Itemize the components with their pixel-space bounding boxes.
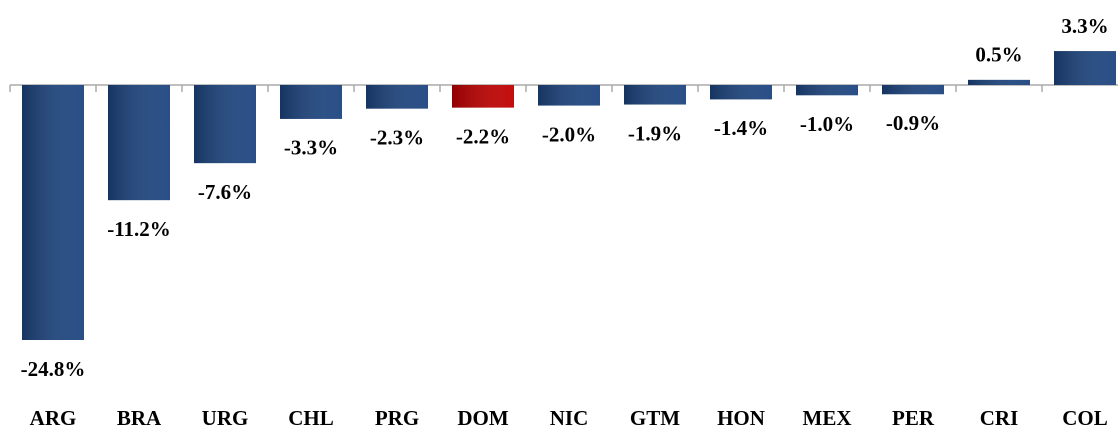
x-tick-label: URG	[202, 406, 249, 430]
bar-shade	[624, 85, 686, 105]
x-tick-label: NIC	[550, 406, 589, 430]
value-label: -2.2%	[456, 124, 510, 148]
value-label: -11.2%	[107, 217, 171, 241]
value-label: -1.0%	[800, 112, 854, 136]
bar-shade	[796, 85, 858, 96]
value-label: -3.3%	[284, 136, 338, 160]
bar-shade	[538, 85, 600, 106]
x-tick-label: BRA	[117, 406, 162, 430]
bar-shade	[108, 85, 170, 201]
bar-shade	[452, 85, 514, 108]
x-tick-label: MEX	[803, 406, 852, 430]
value-label: -0.9%	[886, 111, 940, 135]
x-tick-label: PRG	[375, 406, 419, 430]
bar-shade	[366, 85, 428, 109]
value-label: 0.5%	[975, 43, 1022, 67]
x-tick-label: CRI	[980, 406, 1019, 430]
x-tick-label: PER	[892, 406, 935, 430]
bar-shade	[280, 85, 342, 119]
bar-shade	[882, 85, 944, 95]
x-tick-label: GTM	[630, 406, 680, 430]
value-label: -24.8%	[21, 357, 86, 381]
x-tick-label: DOM	[457, 406, 509, 430]
value-label: -1.9%	[628, 121, 682, 145]
bar-shade	[194, 85, 256, 164]
bar-shade	[22, 85, 84, 340]
bar-shade	[968, 79, 1030, 85]
value-label: -7.6%	[198, 180, 252, 204]
x-tick-label: COL	[1062, 406, 1108, 430]
x-tick-label: CHL	[288, 406, 334, 430]
value-label: -2.0%	[542, 122, 596, 146]
value-label: -2.3%	[370, 125, 424, 149]
x-tick-label: HON	[717, 406, 765, 430]
value-label: 3.3%	[1061, 14, 1108, 38]
bar-shade	[1054, 51, 1116, 85]
value-label: -1.4%	[714, 116, 768, 140]
x-tick-label: ARG	[30, 406, 77, 430]
bar-shade	[710, 85, 772, 100]
